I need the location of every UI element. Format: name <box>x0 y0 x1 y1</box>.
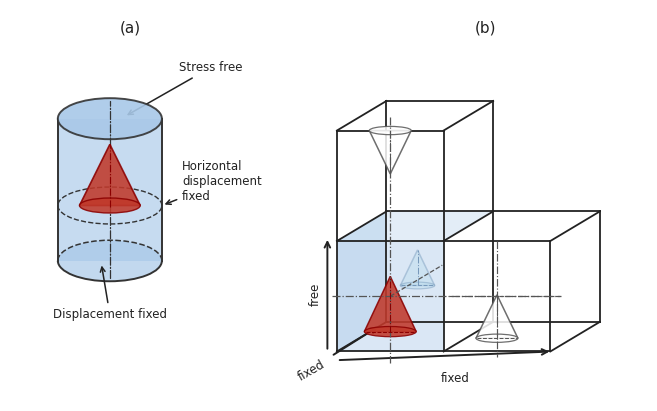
Ellipse shape <box>58 240 162 281</box>
Ellipse shape <box>369 127 411 135</box>
Text: Stress free: Stress free <box>128 61 242 115</box>
Polygon shape <box>476 295 518 338</box>
Polygon shape <box>400 250 435 286</box>
Ellipse shape <box>476 334 518 342</box>
Text: Displacement fixed: Displacement fixed <box>53 267 167 321</box>
Polygon shape <box>365 276 416 332</box>
Polygon shape <box>79 144 140 206</box>
Text: fixed: fixed <box>441 372 470 385</box>
Polygon shape <box>337 211 386 351</box>
Ellipse shape <box>400 282 435 289</box>
Text: Horizontal
displacement
fixed: Horizontal displacement fixed <box>166 160 262 204</box>
Text: free: free <box>309 283 322 306</box>
Ellipse shape <box>365 326 416 337</box>
Ellipse shape <box>58 98 162 139</box>
Polygon shape <box>369 131 411 174</box>
Text: fixed: fixed <box>296 358 327 384</box>
Ellipse shape <box>79 198 140 213</box>
Text: (b): (b) <box>475 20 496 35</box>
Text: (a): (a) <box>120 20 141 35</box>
Polygon shape <box>58 119 162 261</box>
Polygon shape <box>337 211 493 241</box>
Polygon shape <box>337 241 443 351</box>
